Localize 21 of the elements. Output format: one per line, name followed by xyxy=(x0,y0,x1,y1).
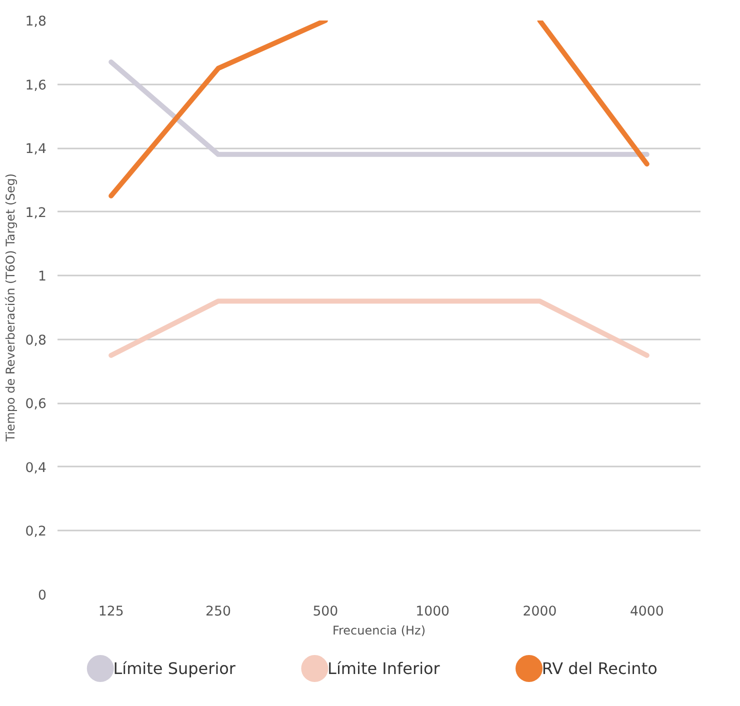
y-tick-label: 0,4 xyxy=(25,460,47,476)
y-tick-label: 1,8 xyxy=(25,14,47,30)
legend-label: RV del Recinto xyxy=(542,659,658,678)
x-axis-title: Frecuencia (Hz) xyxy=(332,624,426,638)
x-tick-label: 1000 xyxy=(416,604,450,620)
y-tick-label: 0,8 xyxy=(25,333,47,348)
x-tick-label: 500 xyxy=(312,604,338,620)
legend-label: Límite Inferior xyxy=(328,659,440,678)
y-tick-label: 1,6 xyxy=(25,78,47,94)
x-tick-label: 250 xyxy=(206,604,231,620)
y-axis-title: Tiempo de Reverberación (T6O) Target (Seg) xyxy=(3,173,18,443)
y-tick-label: 1,4 xyxy=(25,142,47,158)
x-tick-label: 2000 xyxy=(522,604,557,620)
x-tick-label: 4000 xyxy=(630,604,664,620)
x-tick-label: 125 xyxy=(98,604,124,620)
y-tick-label: 0,2 xyxy=(25,524,47,540)
y-tick-label: 0,6 xyxy=(25,397,47,412)
y-tick-label: 0 xyxy=(38,588,47,604)
y-tick-label: 1 xyxy=(38,270,47,285)
y-tick-label: 1,2 xyxy=(25,206,47,221)
legend-label: Límite Superior xyxy=(113,659,236,678)
